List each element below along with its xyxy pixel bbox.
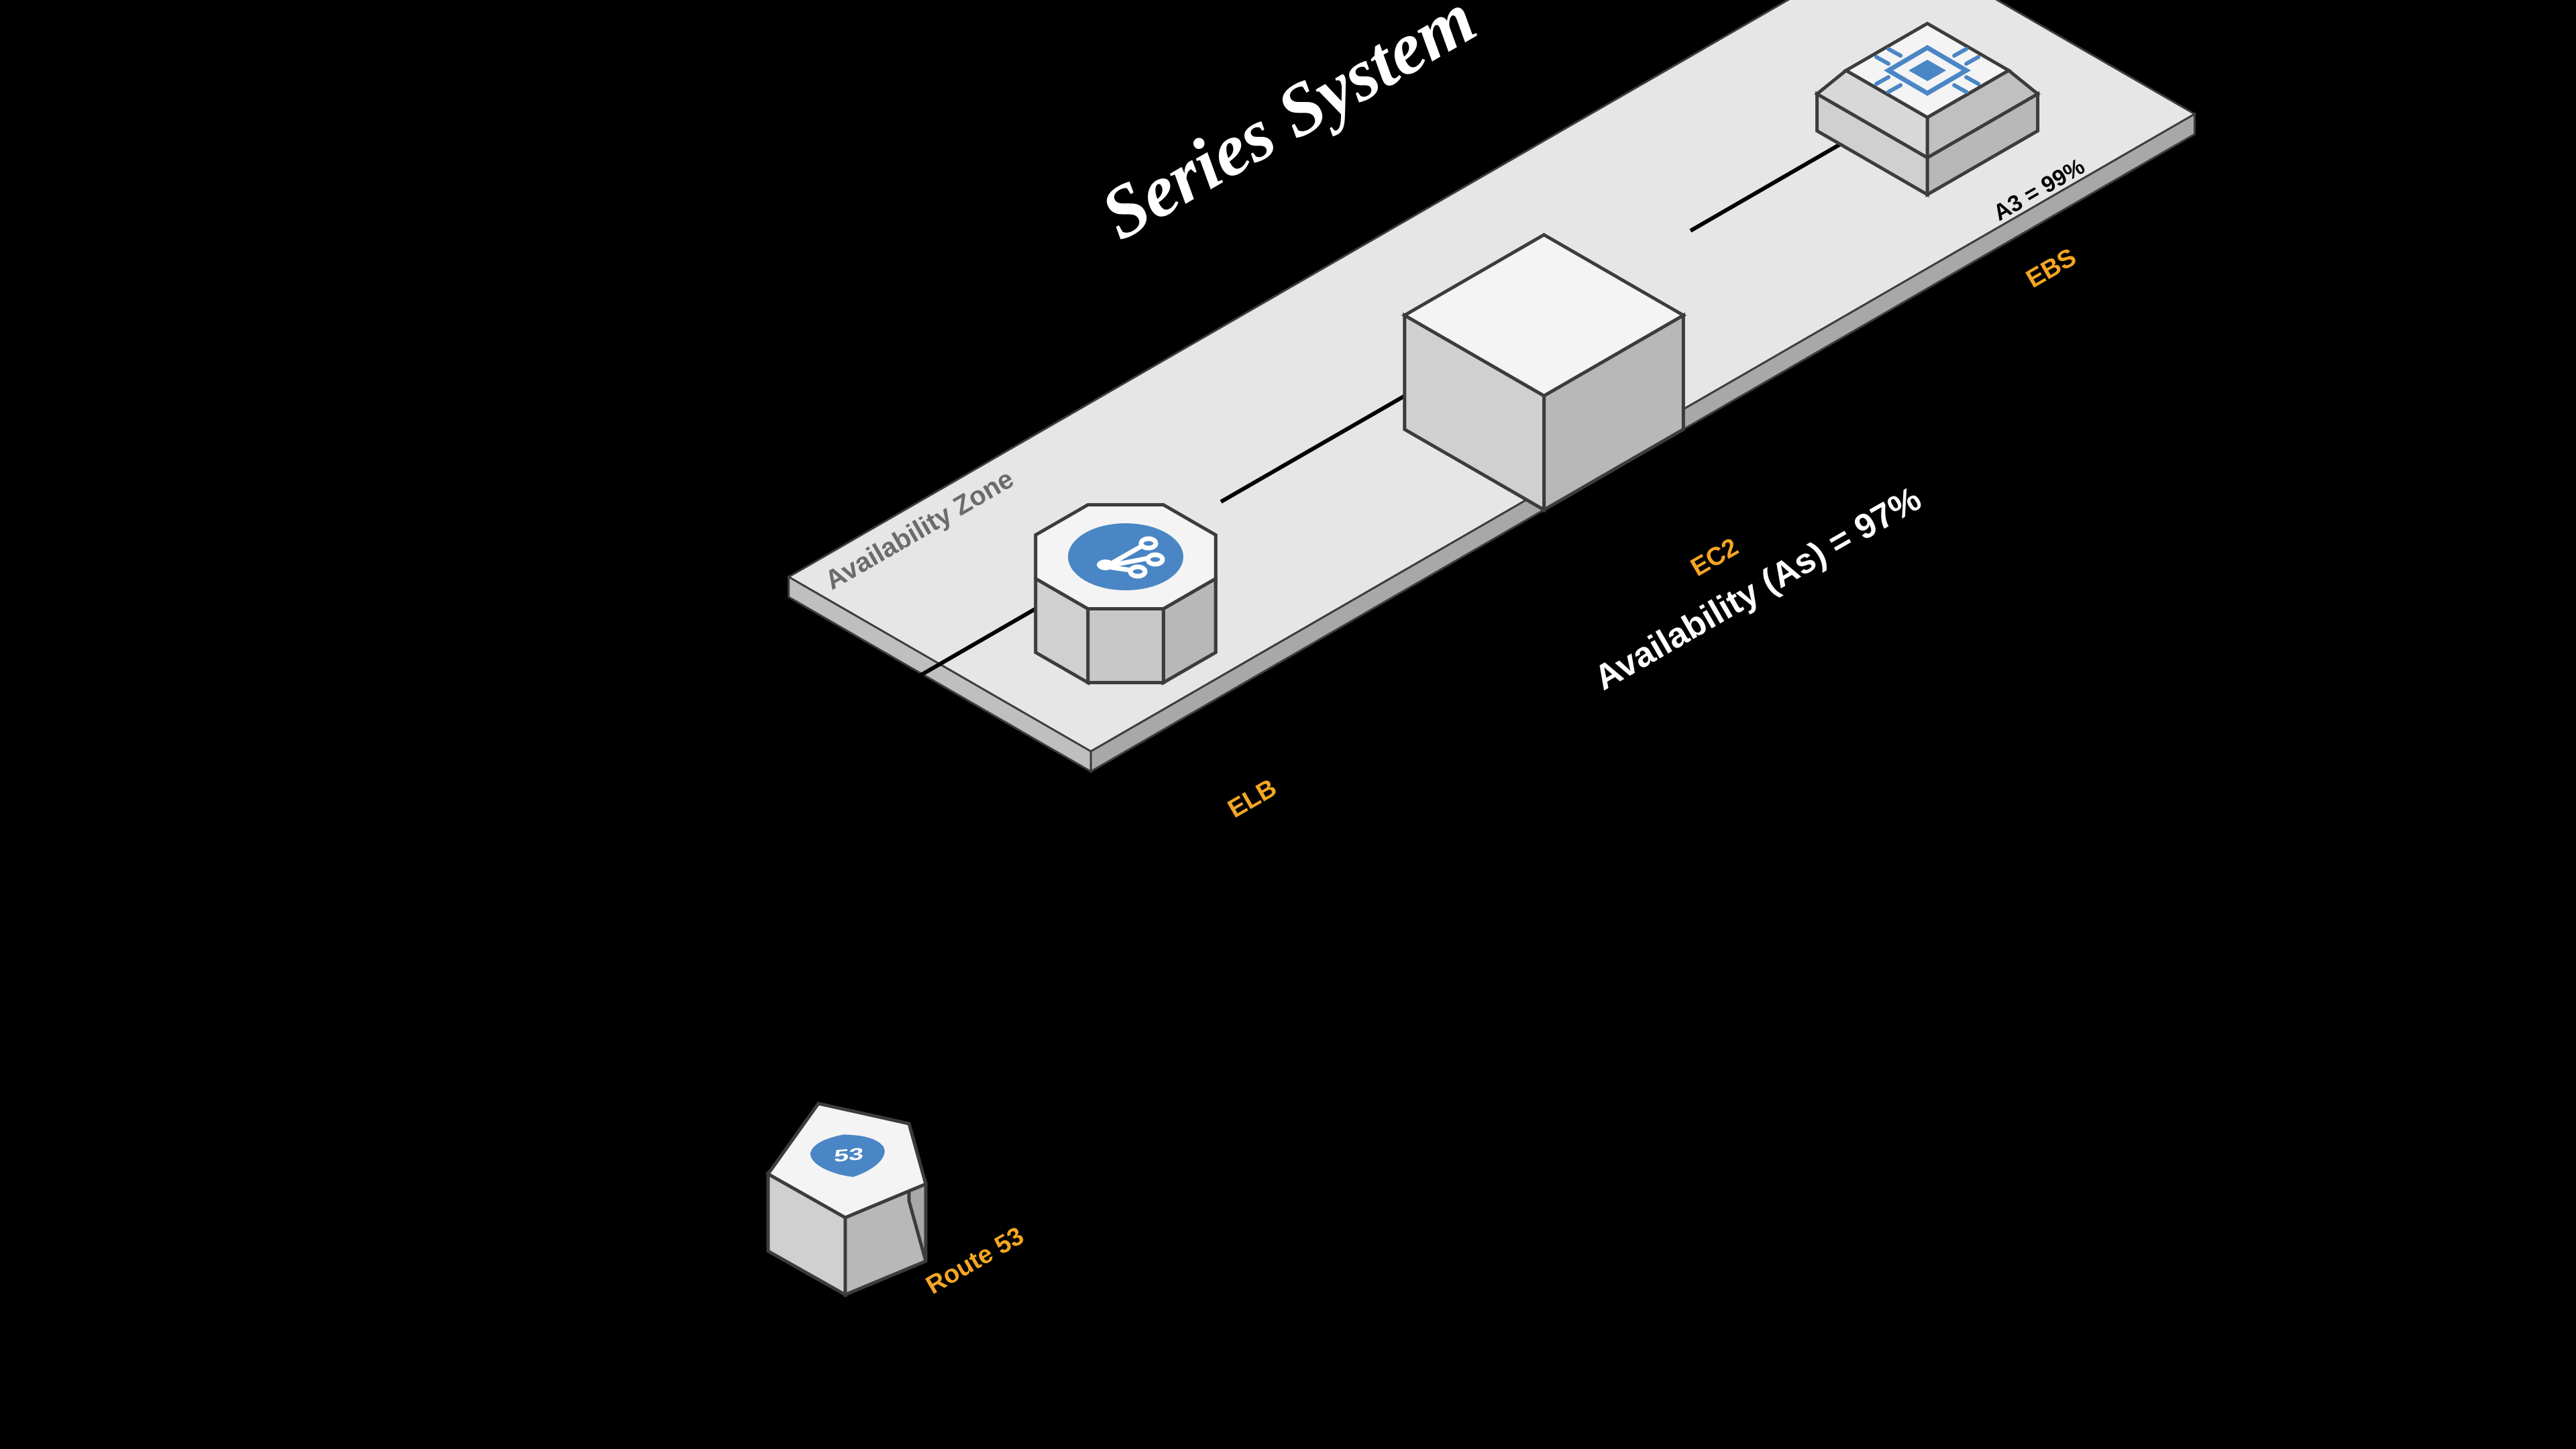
diagram-svg: A1 = 99% ELB A2 = 99% EC2: [0, 0, 2576, 1449]
svg-text:53: 53: [833, 1144, 864, 1166]
iso-scene: A1 = 99% ELB A2 = 99% EC2: [789, 0, 2195, 824]
elb-label: ELB: [1224, 773, 1282, 823]
route53-label: Route 53: [922, 1222, 1029, 1300]
diagram-stage: A1 = 99% ELB A2 = 99% EC2: [0, 0, 2576, 1449]
ebs-label: EBS: [2022, 243, 2082, 293]
ec2-availability: A2 = 99%: [1680, 429, 1780, 501]
ec2-label: EC2: [1686, 533, 1743, 582]
node-route53: 53 Route 53: [768, 1104, 1028, 1300]
availability-total: Availability (As) = 97%: [1588, 479, 1928, 698]
